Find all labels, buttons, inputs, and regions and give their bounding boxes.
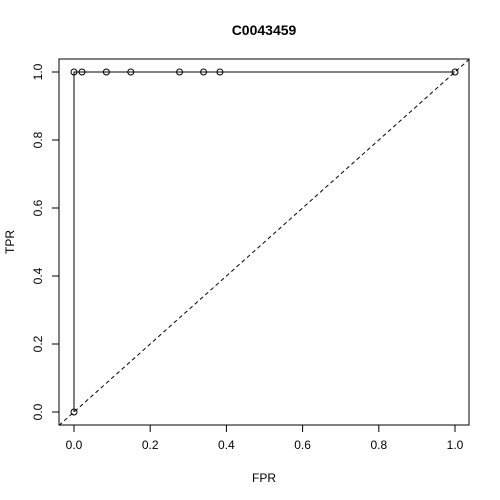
y-axis-label: TPR: [3, 230, 17, 254]
y-tick-label: 1.0: [31, 63, 45, 80]
roc-point: [127, 68, 135, 76]
y-tick-label: 0.0: [31, 403, 45, 420]
x-axis: 0.0 0.2 0.4 0.6 0.8 1.0: [66, 425, 464, 452]
y-tick-label: 0.4: [31, 267, 45, 284]
x-tick-label: 1.0: [447, 438, 464, 452]
roc-point: [78, 68, 86, 76]
roc-point: [70, 408, 78, 416]
x-tick-label: 0.6: [294, 438, 311, 452]
x-tick-label: 0.0: [66, 438, 83, 452]
roc-point: [176, 68, 184, 76]
x-tick-label: 0.2: [142, 438, 159, 452]
plot-area-frame: [58, 58, 470, 426]
x-axis-label: FPR: [252, 471, 276, 485]
x-tick-label: 0.8: [370, 438, 387, 452]
reference-line-layer: [58, 59, 470, 426]
series-layer: [70, 68, 459, 416]
roc-point: [102, 68, 110, 76]
y-tick-label: 0.6: [31, 199, 45, 216]
roc-point: [200, 68, 208, 76]
roc-point: [451, 68, 459, 76]
chart-title: C0043459: [232, 22, 297, 38]
roc-point: [216, 68, 224, 76]
y-tick-label: 0.8: [31, 131, 45, 148]
y-tick-label: 0.2: [31, 335, 45, 352]
y-axis: 0.0 0.2 0.4 0.6 0.8 1.0: [31, 63, 59, 420]
roc-point: [70, 68, 78, 76]
x-tick-label: 0.4: [218, 438, 235, 452]
reference-diagonal-line: [58, 59, 470, 426]
